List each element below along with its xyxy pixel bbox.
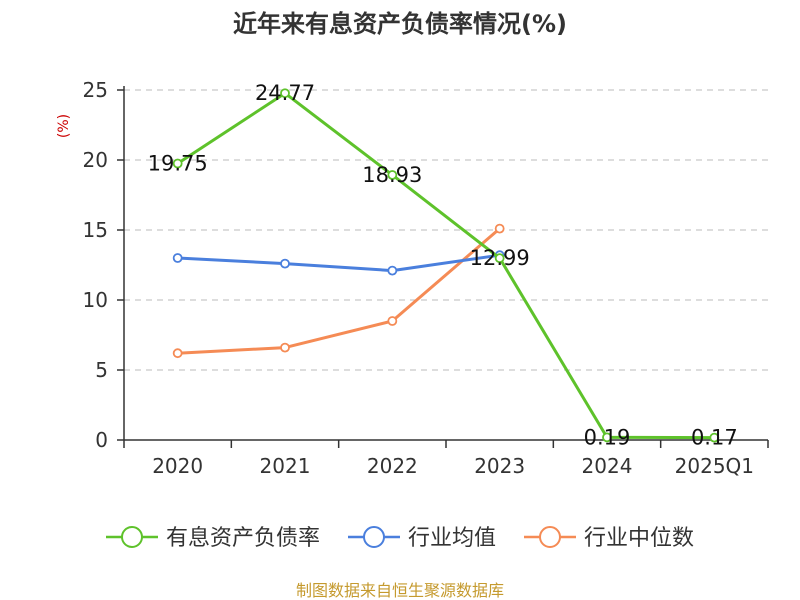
- series-line: [176, 91, 715, 440]
- legend-marker: [539, 526, 561, 548]
- data-point: [602, 432, 612, 443]
- data-label: 0.19: [584, 425, 631, 449]
- x-tick-label: 2020: [152, 454, 203, 478]
- y-tick-label: 15: [83, 218, 108, 242]
- data-point: [280, 88, 290, 99]
- legend-marker: [363, 526, 385, 548]
- legend-item: 行业中位数: [524, 526, 694, 551]
- data-point: [172, 158, 183, 169]
- legend-label: 行业中位数: [584, 526, 694, 551]
- y-tick-label: 20: [83, 148, 108, 172]
- data-label: 24.77: [255, 81, 315, 105]
- data-point: [280, 258, 290, 269]
- data-point: [172, 348, 183, 359]
- x-tick-label: 2023: [474, 454, 525, 478]
- data-labels: 19.75 24.77 18.93 12.99 0.19 0.17: [148, 81, 738, 449]
- data-label: 0.17: [691, 426, 738, 450]
- data-label: 19.75: [148, 152, 208, 176]
- data-point: [709, 432, 720, 443]
- data-label: 12.99: [470, 246, 530, 270]
- series-layer: [172, 88, 720, 443]
- legend-item: 有息资产负债率: [106, 526, 320, 551]
- axes: 0 5 10 15 20 25 2020 2021 2022 2023 2024 2025Q1: [83, 78, 769, 478]
- chart-title: 近年来有息资产负债率情况(%): [233, 10, 567, 38]
- y-tick-label: 0: [95, 428, 108, 452]
- legend-marker: [121, 526, 143, 548]
- data-point: [387, 170, 398, 180]
- data-point: [494, 253, 505, 264]
- data-point: [387, 316, 398, 326]
- data-label: 18.93: [362, 163, 422, 187]
- y-tick-label: 25: [83, 78, 108, 102]
- series-line: [177, 253, 500, 273]
- data-point: [494, 223, 505, 234]
- legend-item: 行业均值: [348, 526, 496, 551]
- data-point: [280, 342, 290, 353]
- x-tick-label: 2022: [367, 454, 418, 478]
- data-point: [387, 265, 398, 276]
- x-tick-label: 2024: [582, 454, 633, 478]
- legend: 有息资产负债率 行业均值 行业中位数: [106, 526, 694, 551]
- data-source-note: 制图数据来自恒生聚源数据库: [296, 581, 504, 600]
- x-tick-label: 2025Q1: [675, 454, 754, 478]
- y-axis-unit: (%): [56, 114, 72, 138]
- legend-label: 有息资产负债率: [166, 526, 320, 551]
- series-line: [177, 227, 501, 355]
- x-tick-label: 2021: [260, 454, 311, 478]
- y-tick-label: 5: [95, 358, 108, 382]
- legend-label: 行业均值: [408, 526, 496, 551]
- y-tick-label: 10: [83, 288, 108, 312]
- grid-lines: [124, 89, 768, 371]
- data-point: [172, 253, 183, 263]
